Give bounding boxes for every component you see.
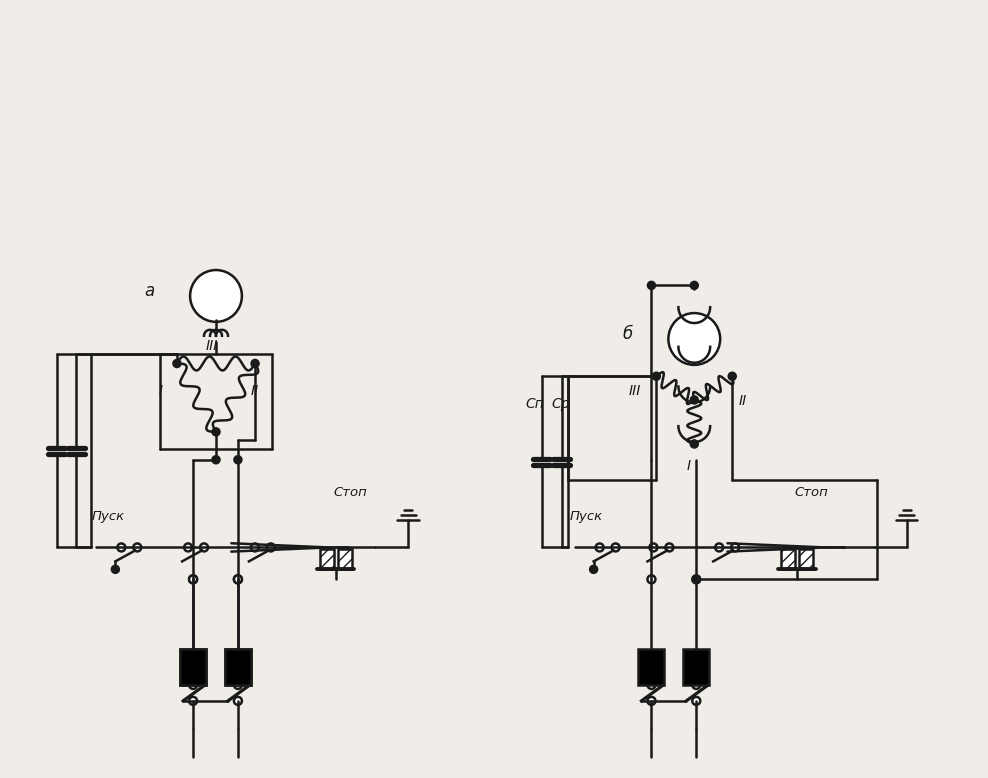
- Circle shape: [252, 360, 259, 367]
- Circle shape: [133, 544, 141, 552]
- Circle shape: [596, 544, 604, 552]
- Circle shape: [693, 681, 700, 689]
- Circle shape: [715, 544, 723, 552]
- Text: Пуск: Пуск: [92, 510, 124, 523]
- Text: Сп: Сп: [526, 397, 544, 411]
- Text: III: III: [206, 339, 218, 353]
- Text: а: а: [144, 282, 154, 300]
- Bar: [338, 549, 352, 569]
- Circle shape: [267, 544, 275, 552]
- Circle shape: [647, 576, 655, 584]
- Bar: [781, 549, 795, 569]
- Bar: [180, 649, 206, 685]
- Circle shape: [590, 566, 597, 573]
- Circle shape: [189, 681, 197, 689]
- Circle shape: [693, 697, 700, 705]
- Text: II: II: [738, 394, 747, 408]
- Circle shape: [234, 697, 242, 705]
- Circle shape: [112, 566, 119, 573]
- Circle shape: [189, 576, 197, 584]
- Text: Стоп: Стоп: [334, 485, 368, 499]
- Circle shape: [693, 576, 700, 584]
- Bar: [180, 649, 206, 685]
- Bar: [638, 649, 664, 685]
- Circle shape: [212, 456, 219, 463]
- Circle shape: [189, 697, 197, 705]
- Circle shape: [647, 697, 655, 705]
- Circle shape: [234, 456, 241, 463]
- Bar: [225, 649, 251, 685]
- Circle shape: [665, 544, 674, 552]
- Circle shape: [691, 440, 698, 447]
- Bar: [684, 649, 709, 685]
- Circle shape: [647, 681, 655, 689]
- Text: I: I: [687, 459, 691, 473]
- Circle shape: [190, 270, 242, 322]
- Circle shape: [234, 681, 242, 689]
- Bar: [320, 549, 334, 569]
- Text: Стоп: Стоп: [795, 485, 829, 499]
- Circle shape: [234, 576, 242, 584]
- Text: б: б: [622, 325, 632, 343]
- Circle shape: [653, 373, 660, 380]
- Circle shape: [212, 429, 219, 436]
- Text: II: II: [251, 384, 259, 398]
- Circle shape: [729, 373, 736, 380]
- Circle shape: [189, 576, 197, 584]
- Text: Ср: Ср: [551, 397, 570, 411]
- Circle shape: [668, 313, 720, 365]
- Text: Пуск: Пуск: [570, 510, 603, 523]
- Circle shape: [184, 544, 192, 552]
- Bar: [799, 549, 813, 569]
- Circle shape: [648, 282, 655, 289]
- Circle shape: [731, 544, 739, 552]
- Text: I: I: [158, 384, 162, 398]
- Circle shape: [691, 397, 698, 404]
- Circle shape: [649, 544, 657, 552]
- Circle shape: [234, 576, 242, 584]
- Circle shape: [612, 544, 619, 552]
- Circle shape: [174, 360, 181, 367]
- Circle shape: [200, 544, 208, 552]
- Circle shape: [691, 282, 698, 289]
- Bar: [225, 649, 251, 685]
- Circle shape: [693, 576, 700, 583]
- Text: III: III: [628, 384, 641, 398]
- Circle shape: [118, 544, 125, 552]
- Circle shape: [251, 544, 259, 552]
